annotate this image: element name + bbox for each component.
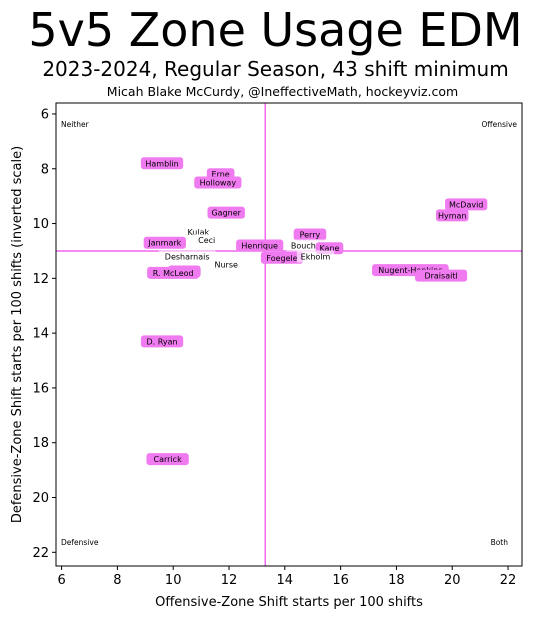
- player-label-box: [293, 228, 327, 241]
- player-label: Nugent-Hopkins: [378, 266, 442, 275]
- player-label-box: [146, 453, 189, 466]
- y-tick-label: 8: [41, 162, 49, 177]
- player-label: Desharnais: [165, 252, 210, 261]
- x-tick-label: 20: [444, 573, 461, 588]
- player-label-box: [158, 250, 216, 263]
- y-tick-label: 12: [32, 272, 49, 287]
- y-tick-label: 10: [32, 217, 49, 232]
- player-label-box: [209, 258, 243, 271]
- player-label: Kane: [319, 244, 339, 253]
- player-label-box: [207, 206, 245, 219]
- player-label: Holloway: [200, 178, 237, 187]
- y-axis-ticks: 6 8 10 12 14 16 18 20 22: [32, 107, 56, 561]
- player-point: Henrique: [236, 239, 284, 252]
- y-tick-label: 6: [41, 107, 49, 122]
- corner-label-top-left: Neither: [61, 120, 90, 129]
- player-label: McDavid: [449, 200, 483, 209]
- x-tick-label: 22: [500, 573, 517, 588]
- player-point: Hamblin: [140, 157, 184, 170]
- reference-lines: [56, 103, 522, 566]
- player-point: Foegele: [260, 251, 304, 264]
- player-label: D. Ryan: [146, 337, 177, 346]
- x-tick-label: 12: [221, 573, 238, 588]
- x-tick-label: 10: [165, 573, 182, 588]
- x-tick-label: 14: [277, 573, 294, 588]
- player-label: Henrique: [241, 241, 278, 250]
- player-label: Perry: [300, 231, 321, 240]
- y-tick-label: 14: [32, 327, 49, 342]
- x-tick-label: 6: [57, 573, 65, 588]
- player-point: Hyman: [435, 209, 469, 222]
- player-label-box: [260, 251, 304, 264]
- player-point: Holloway: [194, 176, 242, 189]
- plot-frame: [55, 102, 523, 567]
- x-tick-label: 16: [332, 573, 349, 588]
- player-label-box: [194, 176, 242, 189]
- player-label: Carrick: [154, 455, 183, 464]
- player-label-box: [140, 157, 184, 170]
- player-point: D. Ryan: [140, 335, 184, 348]
- y-tick-label: 16: [32, 381, 49, 396]
- corner-label-bottom-left: Defensive: [61, 538, 99, 547]
- corner-label-bottom-right: Both: [491, 538, 509, 547]
- player-label-box: [192, 233, 221, 246]
- player-label: Janmark: [147, 239, 181, 248]
- player-label: Draisaitl: [424, 272, 457, 281]
- y-axis-label: Defensive-Zone Shift starts per 100 shif…: [10, 146, 25, 523]
- y-tick-label: 22: [32, 546, 49, 561]
- player-label-box: [415, 269, 468, 282]
- player-label-box: [236, 239, 284, 252]
- player-label: Nurse: [214, 261, 238, 270]
- player-label: Kulak: [187, 228, 209, 237]
- player-label-box: [147, 266, 200, 279]
- player-label: Hamblin: [145, 159, 178, 168]
- corner-labels: Neither Offensive Defensive Both: [61, 120, 517, 547]
- player-point: Gagner: [207, 206, 245, 219]
- player-label-box: [143, 236, 186, 249]
- x-tick-label: 8: [113, 573, 121, 588]
- player-point: Carrick: [146, 453, 189, 466]
- player-label-box: [445, 198, 488, 211]
- player-point: Draisaitl: [415, 269, 468, 282]
- player-point: Desharnais: [158, 250, 216, 263]
- y-tick-label: 18: [32, 436, 49, 451]
- player-label: Hyman: [438, 211, 467, 220]
- corner-label-top-right: Offensive: [482, 120, 518, 129]
- player-label: Ekholm: [301, 252, 331, 261]
- player-label: Foegele: [266, 254, 297, 263]
- player-label: Erne: [212, 170, 230, 179]
- chart-subtitle: 2023-2024, Regular Season, 43 shift mini…: [42, 57, 509, 81]
- x-axis-ticks: 6 8 10 12 14 16 18 20 22: [57, 566, 516, 588]
- x-tick-label: 18: [388, 573, 405, 588]
- player-point: R. McLeod: [147, 266, 200, 279]
- player-point: Ekholm: [296, 250, 335, 263]
- player-label-box: [296, 250, 335, 263]
- chart-title: 5v5 Zone Usage EDM: [28, 3, 523, 57]
- player-point: Nurse: [209, 258, 243, 271]
- player-point: Perry: [293, 228, 327, 241]
- player-label-box: [435, 209, 469, 222]
- player-point: Ceci: [192, 233, 221, 246]
- player-label: Bouchard: [291, 241, 329, 250]
- player-label-box: [140, 335, 184, 348]
- y-tick-label: 20: [32, 491, 49, 506]
- player-point: McDavid: [445, 198, 488, 211]
- player-label: Ceci: [198, 236, 215, 245]
- player-label: Gagner: [211, 209, 241, 218]
- player-label: R. McLeod: [153, 269, 194, 278]
- x-axis-label: Offensive-Zone Shift starts per 100 shif…: [155, 595, 423, 610]
- chart-credit: Micah Blake McCurdy, @IneffectiveMath, h…: [106, 84, 459, 99]
- player-point: Janmark: [143, 236, 186, 249]
